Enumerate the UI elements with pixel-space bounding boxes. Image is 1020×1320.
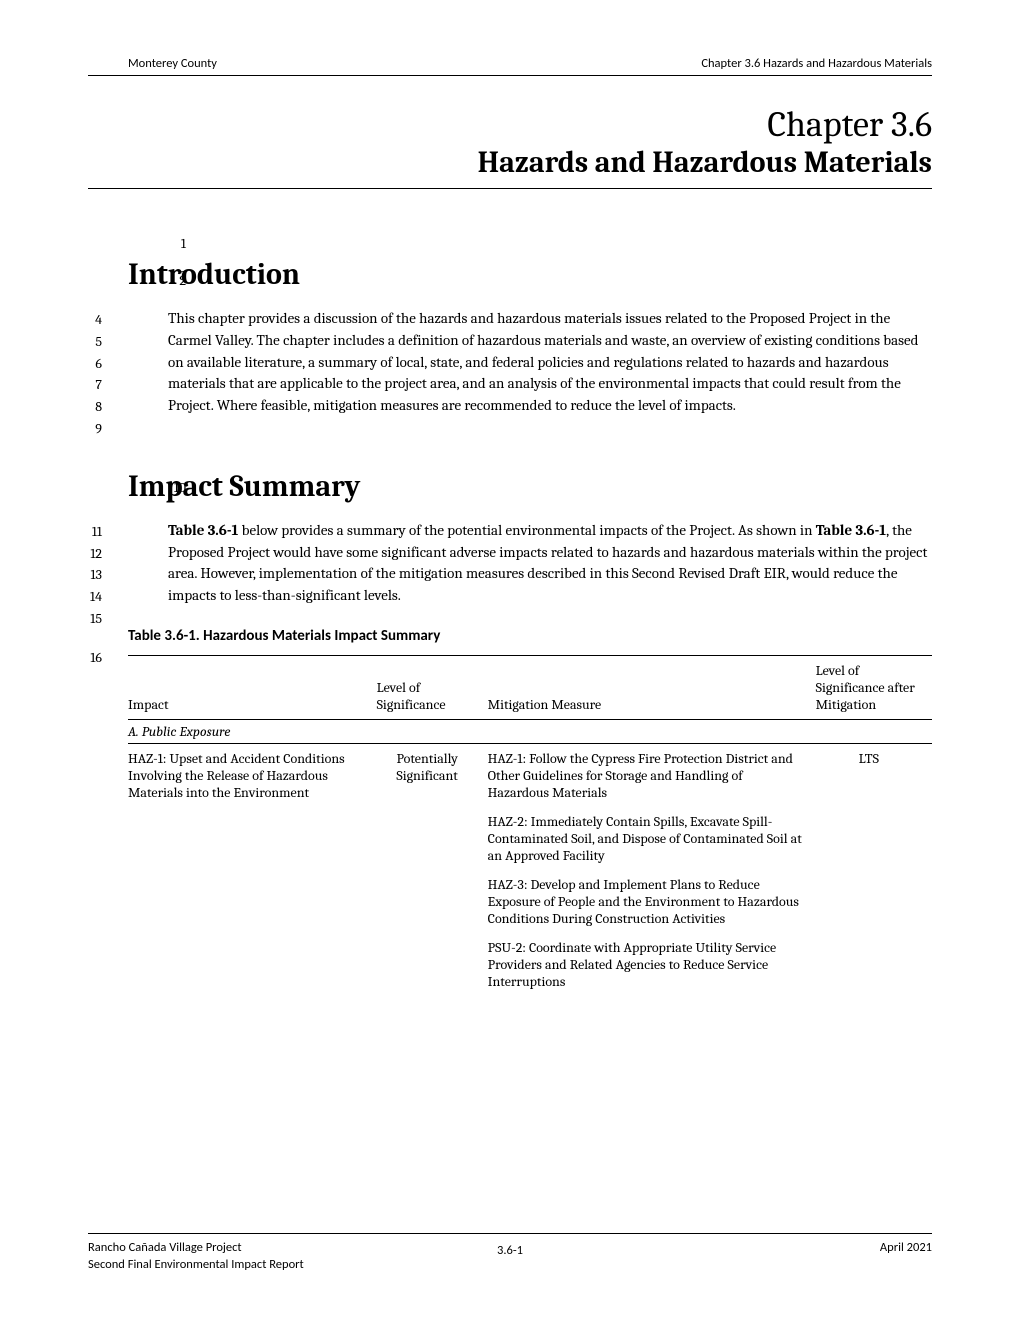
line-number: 7: [78, 374, 102, 396]
footer-project-name: Rancho Cañada Village Project: [88, 1240, 304, 1257]
impact-summary-table: Impact Level of Significance Mitigation …: [128, 655, 932, 996]
bold-ref: Table 3.6-1: [168, 521, 238, 539]
table-row: HAZ-1: Upset and Accident Conditions Inv…: [128, 743, 932, 807]
line-number: 9: [78, 418, 102, 440]
footer-report-name: Second Final Environmental Impact Report: [88, 1257, 304, 1274]
line-number: 5: [78, 331, 102, 353]
footer-left: Rancho Cañada Village Project Second Fin…: [88, 1240, 304, 1274]
cell-impact: HAZ-1: Upset and Accident Conditions Inv…: [128, 743, 377, 807]
column-header-after: Level of Significance after Mitigation: [816, 655, 932, 719]
running-header: Monterey County Chapter 3.6 Hazards and …: [88, 56, 932, 71]
line-number-gutter: 11 12 13 14 15: [78, 521, 102, 630]
table-header-row: Impact Level of Significance Mitigation …: [128, 655, 932, 719]
line-number: 11: [78, 521, 102, 543]
line-number: 4: [78, 309, 102, 331]
footer-page-number: 3.6-1: [497, 1243, 523, 1258]
cell-after: LTS: [816, 743, 932, 807]
header-right: Chapter 3.6 Hazards and Hazardous Materi…: [701, 56, 932, 71]
line-number: 6: [78, 353, 102, 375]
cell-mitigation: HAZ-3: Develop and Implement Plans to Re…: [488, 870, 816, 933]
page: Monterey County Chapter 3.6 Hazards and …: [0, 0, 1020, 1320]
column-header-mitigation: Mitigation Measure: [488, 655, 816, 719]
table-row: PSU-2: Coordinate with Appropriate Utili…: [128, 933, 932, 996]
cell-los: Potentially Significant: [377, 743, 488, 807]
header-rule: [88, 75, 932, 76]
line-number: 16: [78, 649, 102, 666]
line-number: 14: [78, 586, 102, 608]
bold-ref: Table 3.6-1: [816, 521, 886, 539]
introduction-text: This chapter provides a discussion of th…: [168, 308, 932, 417]
line-number: 8: [78, 396, 102, 418]
title-rule: [88, 188, 932, 189]
chapter-title-block: Chapter 3.6 Hazards and Hazardous Materi…: [88, 104, 932, 180]
table-row: HAZ-2: Immediately Contain Spills, Excav…: [128, 807, 932, 870]
table-row: HAZ-3: Develop and Implement Plans to Re…: [128, 870, 932, 933]
footer-date: April 2021: [880, 1240, 932, 1255]
line-number: 15: [78, 608, 102, 630]
cell-mitigation: HAZ-1: Follow the Cypress Fire Protectio…: [488, 743, 816, 807]
table-caption: Table 3.6-1. Hazardous Materials Impact …: [128, 627, 932, 645]
footer-rule: [88, 1233, 932, 1234]
line-number-gutter: 4 5 6 7 8 9: [78, 309, 102, 440]
chapter-title: Hazards and Hazardous Materials: [88, 145, 932, 180]
table-section-label: A. Public Exposure: [128, 719, 932, 743]
cell-mitigation: HAZ-2: Immediately Contain Spills, Excav…: [488, 807, 816, 870]
header-left: Monterey County: [88, 56, 217, 71]
line-number: 3: [158, 267, 186, 284]
column-header-los: Level of Significance: [377, 655, 488, 719]
line-number: 12: [78, 543, 102, 565]
cell-mitigation: PSU-2: Coordinate with Appropriate Utili…: [488, 933, 816, 996]
chapter-number: Chapter 3.6: [88, 104, 932, 145]
introduction-paragraph: 4 5 6 7 8 9 This chapter provides a disc…: [128, 308, 932, 417]
line-number: 10: [158, 479, 186, 496]
page-footer: Rancho Cañada Village Project Second Fin…: [88, 1233, 932, 1274]
section-heading-impact-summary: Impact Summary: [88, 469, 932, 504]
text: below provides a summary of the potentia…: [238, 521, 815, 539]
section-heading-introduction: Introduction: [88, 257, 932, 292]
table-section-row: A. Public Exposure: [128, 719, 932, 743]
impact-summary-text: Table 3.6-1 below provides a summary of …: [168, 520, 932, 607]
line-number: 13: [78, 564, 102, 586]
line-number: 1: [158, 235, 186, 252]
column-header-impact: Impact: [128, 655, 377, 719]
impact-summary-paragraph: 11 12 13 14 15 Table 3.6-1 below provide…: [128, 520, 932, 607]
